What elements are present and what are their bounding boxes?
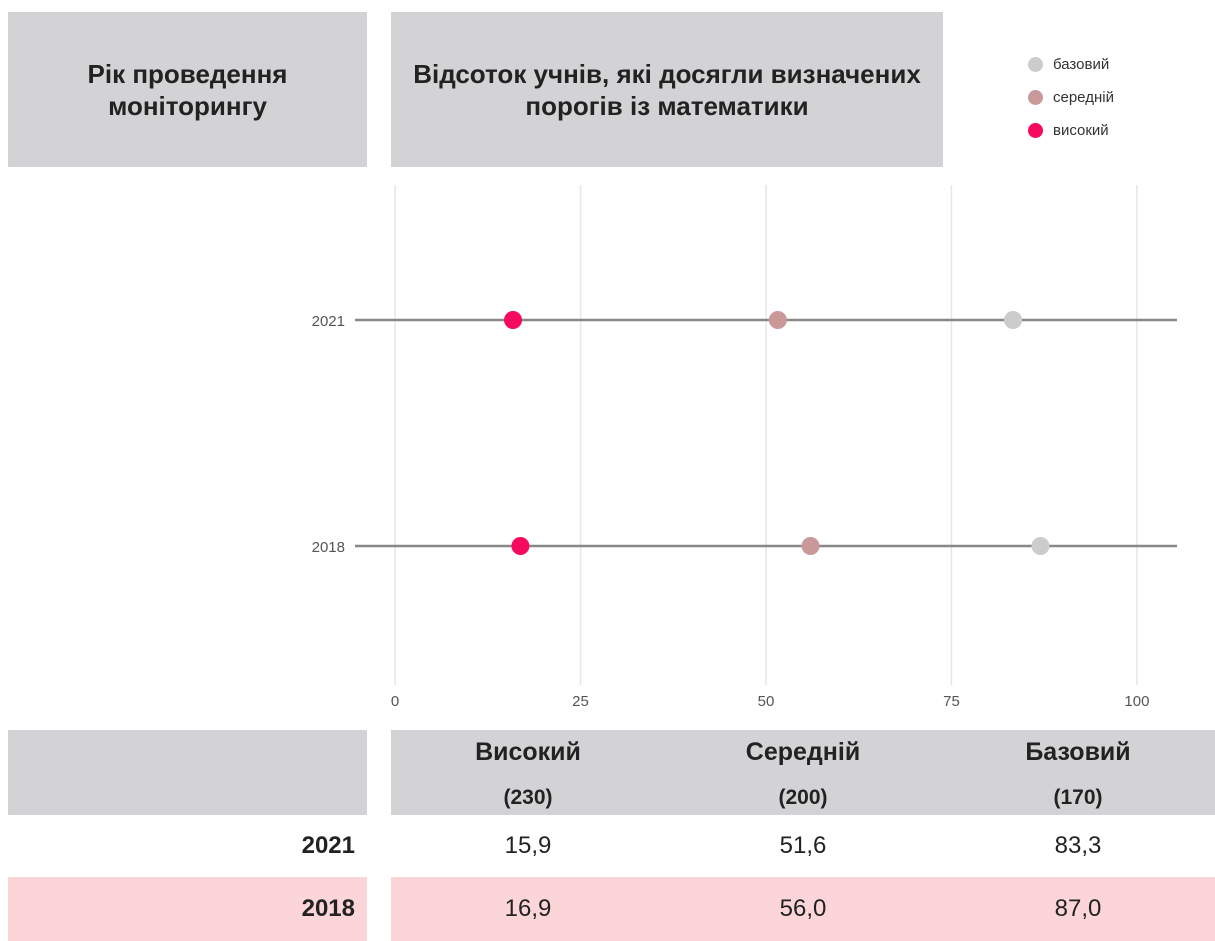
y-tick-label: 2021 <box>312 313 345 330</box>
column-name: Середній <box>745 738 861 766</box>
row-bg <box>8 877 367 941</box>
x-tick-label: 100 <box>1124 693 1149 710</box>
legend-swatch <box>1028 123 1043 138</box>
column-note: (200) <box>778 786 828 809</box>
dot <box>1004 311 1023 329</box>
legend-swatch <box>1028 57 1043 72</box>
column-name: Високий <box>475 738 581 766</box>
legend-item: високий <box>1028 114 1208 147</box>
column-note: (230) <box>503 786 553 809</box>
cell-value: 56,0 <box>779 895 827 922</box>
table-header-blank <box>8 730 367 815</box>
column-note: (170) <box>1053 786 1103 809</box>
cell-value: 87,0 <box>1054 895 1102 922</box>
cell-value: 16,9 <box>504 895 552 922</box>
legend-label: середній <box>1053 89 1114 106</box>
table-header <box>391 730 1215 815</box>
legend-label: високий <box>1053 122 1109 139</box>
row-bg <box>391 877 1215 941</box>
dot <box>768 311 787 329</box>
year-header: Рік проведення моніторингу <box>8 12 367 167</box>
dot <box>511 537 530 555</box>
dot <box>504 311 523 329</box>
legend-item: середній <box>1028 81 1208 114</box>
cell-value: 83,3 <box>1054 832 1102 859</box>
dot <box>1031 537 1050 555</box>
x-tick-label: 25 <box>572 693 589 710</box>
legend: базовий середній високий <box>1028 48 1208 147</box>
legend-item: базовий <box>1028 48 1208 81</box>
y-tick-label: 2018 <box>312 539 345 556</box>
chart: 0 25 50 75 100 2021 2018 <box>312 185 1177 710</box>
legend-swatch <box>1028 90 1043 105</box>
legend-label: базовий <box>1053 56 1110 73</box>
row-year: 2018 <box>301 895 355 922</box>
cell-value: 15,9 <box>504 832 552 859</box>
column-name: Базовий <box>1025 738 1131 766</box>
x-tick-label: 0 <box>391 693 399 710</box>
row-year: 2021 <box>301 832 355 859</box>
x-tick-label: 75 <box>943 693 960 710</box>
x-tick-label: 50 <box>758 693 775 710</box>
cell-value: 51,6 <box>779 832 827 859</box>
value-header: Відсоток учнів, які досягли визначених п… <box>391 12 943 167</box>
dot <box>801 537 820 555</box>
